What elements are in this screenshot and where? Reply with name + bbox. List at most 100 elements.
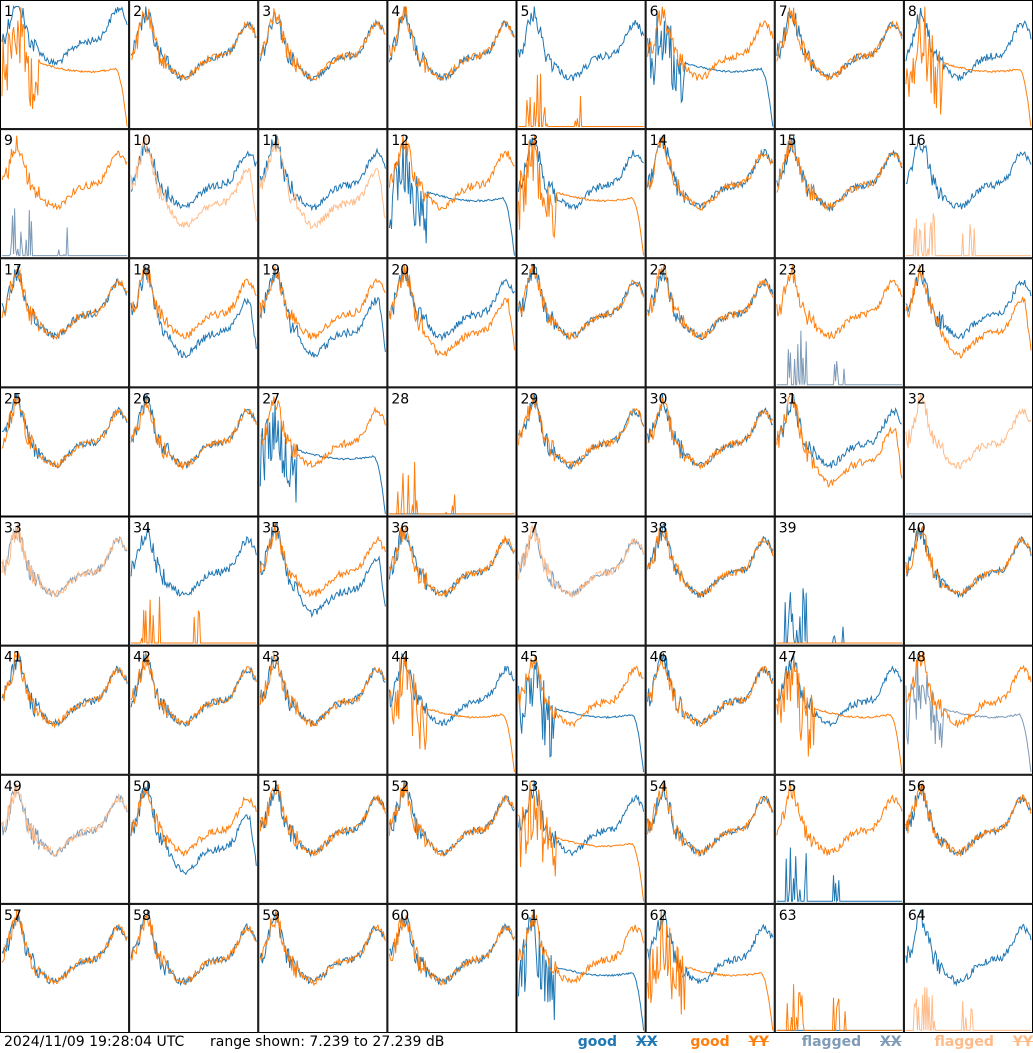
series-yy-line — [130, 914, 257, 985]
series-xx-line — [259, 521, 386, 618]
panel-frame — [0, 0, 130, 130]
series-xx-line — [259, 784, 386, 858]
panel-frame — [645, 903, 775, 1033]
series-yy-line — [1, 909, 128, 985]
panel-frame — [129, 129, 259, 259]
range-text: range shown: 7.239 to 27.239 dB — [210, 1034, 445, 1050]
series-xx-line — [130, 136, 257, 209]
panel-label: 36 — [391, 521, 409, 537]
panel-label: 46 — [650, 650, 668, 666]
panel-47: 47 — [774, 645, 904, 775]
panel-label: 38 — [650, 521, 668, 537]
series-yy-line — [130, 136, 257, 229]
series-yy-line — [647, 397, 774, 471]
panel-label: 4 — [391, 4, 400, 20]
panel-frame — [774, 645, 904, 775]
series-yy-line — [259, 265, 386, 341]
series-xx-line — [259, 135, 386, 212]
panel-frame — [129, 387, 259, 517]
panel-frame — [387, 903, 517, 1033]
series-yy-line — [518, 910, 645, 985]
series-xx-line — [905, 7, 1032, 82]
panel-label: 25 — [4, 391, 22, 407]
series-yy-line — [130, 266, 257, 340]
panel-34: 34 — [129, 516, 259, 646]
panel-55: 55 — [774, 774, 904, 904]
panel-12: 12 — [387, 129, 517, 259]
panel-frame — [258, 129, 388, 259]
series-yy-line — [905, 264, 1032, 359]
series-xx-line — [776, 588, 902, 644]
series-xx-line — [776, 330, 902, 386]
panel-frame — [129, 774, 259, 904]
panel-label: 23 — [779, 262, 797, 278]
panel-label: 53 — [521, 779, 539, 795]
panel-label: 49 — [4, 779, 22, 795]
panel-46: 46 — [645, 645, 775, 775]
panel-label: 54 — [650, 779, 668, 795]
series-yy-line — [259, 784, 386, 857]
panel-53: 53 — [516, 774, 646, 904]
panel-label: 60 — [391, 908, 409, 924]
series-yy-line — [647, 6, 774, 81]
panel-frame — [645, 645, 775, 775]
panel-50: 50 — [129, 774, 259, 904]
panel-frame — [516, 645, 646, 775]
series-yy-line — [776, 393, 903, 488]
panel-17: 17 — [0, 258, 130, 388]
series-yy-line — [647, 136, 774, 211]
panel-frame — [645, 516, 775, 646]
panel-frame — [774, 0, 904, 130]
series-yy-line — [776, 658, 903, 773]
panel-frame — [258, 258, 388, 388]
series-yy-line — [259, 522, 386, 598]
series-yy-line — [905, 781, 1032, 858]
panel-59: 59 — [258, 903, 388, 1033]
series-yy-line — [388, 264, 515, 357]
panel-label: 41 — [4, 650, 22, 666]
panel-frame — [387, 387, 517, 517]
panel-frame — [0, 774, 130, 904]
series-xx-line — [1, 783, 128, 857]
series-yy-line — [259, 138, 386, 230]
series-yy-line — [260, 396, 386, 468]
panel-label: 28 — [391, 391, 409, 407]
panel-frame — [645, 387, 775, 517]
series-yy-line — [1, 652, 128, 729]
panel-9: 9 — [0, 129, 130, 259]
panel-frame — [387, 516, 517, 646]
series-yy-line — [905, 6, 1032, 127]
series-xx-line — [388, 267, 515, 342]
series-yy-line — [776, 984, 902, 1031]
panel-label: 30 — [650, 391, 668, 407]
panel-38: 38 — [645, 516, 775, 646]
panel-label: 15 — [779, 133, 797, 149]
panel-label: 63 — [779, 908, 797, 924]
series-xx-line — [518, 657, 645, 773]
panel-label: 10 — [133, 133, 151, 149]
panel-frame — [774, 903, 904, 1033]
series-yy-line — [388, 135, 515, 211]
series-yy-line — [388, 6, 515, 81]
panel-64: 64 — [903, 903, 1033, 1033]
series-yy-line — [1, 268, 128, 341]
panel-label: 35 — [262, 521, 280, 537]
series-yy-line — [1, 7, 128, 127]
panel-frame — [774, 387, 904, 517]
panel-label: 31 — [779, 391, 797, 407]
panel-4: 4 — [387, 0, 517, 130]
series-xx-line — [130, 909, 257, 987]
panel-label: 56 — [908, 779, 926, 795]
panel-13: 13 — [516, 129, 646, 259]
panel-frame — [645, 774, 775, 904]
panel-frame — [387, 258, 517, 388]
panel-32: 32 — [903, 387, 1033, 517]
panel-25: 25 — [0, 387, 130, 517]
panel-frame — [516, 387, 646, 517]
panel-label: 50 — [133, 779, 151, 795]
panel-43: 43 — [258, 645, 388, 775]
panel-frame — [387, 0, 517, 130]
series-yy-line — [647, 656, 774, 728]
series-yy-line — [388, 652, 515, 773]
